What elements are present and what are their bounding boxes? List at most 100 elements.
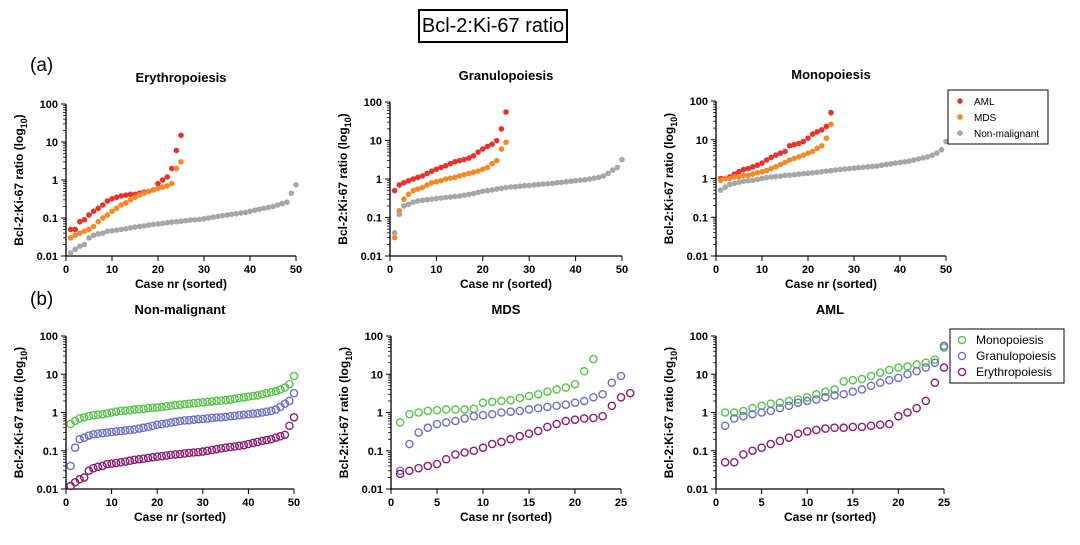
data-point (447, 175, 454, 181)
data-point (244, 409, 253, 419)
data-point (475, 168, 481, 174)
data-point (748, 409, 757, 419)
x-tick-label: 30 (848, 264, 860, 276)
data-point (515, 431, 525, 441)
data-point (451, 416, 460, 426)
data-point (67, 226, 74, 233)
data-point (740, 178, 747, 185)
legend-label: MDS (974, 113, 997, 124)
data-point (717, 187, 724, 193)
data-point (607, 401, 617, 411)
data-point (280, 399, 290, 408)
data-point (395, 418, 405, 427)
data-point (600, 173, 607, 179)
data-point (775, 436, 785, 446)
data-point (791, 171, 797, 178)
data-point (860, 164, 866, 171)
data-point (451, 450, 460, 459)
data-point (521, 182, 528, 189)
data-point (549, 180, 556, 187)
data-point (146, 188, 152, 195)
data-point (800, 138, 807, 145)
data-point (86, 235, 92, 241)
data-point (419, 197, 426, 204)
data-point (745, 165, 751, 172)
x-tick-label: 0 (713, 497, 719, 509)
data-point (198, 397, 208, 407)
data-point (405, 201, 412, 208)
data-point (79, 433, 89, 442)
data-point (478, 398, 488, 408)
data-point (828, 109, 834, 116)
data-point (851, 165, 857, 171)
data-point (793, 395, 803, 404)
data-point (921, 363, 931, 372)
data-point (878, 162, 885, 169)
data-point (410, 199, 417, 205)
data-point (729, 408, 739, 417)
data-point (526, 182, 532, 189)
data-point (98, 409, 107, 419)
series-granulopoiesis (720, 341, 949, 431)
data-point (288, 190, 295, 196)
data-point (415, 186, 421, 192)
x-tick-label: 40 (569, 264, 581, 276)
data-point (912, 403, 921, 413)
data-point (777, 161, 784, 168)
data-point (141, 190, 147, 196)
data-point (432, 419, 442, 429)
data-point (814, 169, 820, 176)
data-point (266, 406, 276, 416)
data-point (579, 414, 589, 423)
y-tick-label: 1 (377, 408, 383, 420)
data-point (239, 392, 249, 402)
data-point (442, 176, 449, 182)
data-point (892, 160, 899, 166)
x-tick-label: 30 (197, 497, 209, 509)
data-point (722, 184, 728, 190)
data-point (759, 160, 765, 166)
data-point (866, 381, 876, 391)
data-point (262, 388, 271, 398)
data-point (768, 174, 774, 180)
data-point (930, 355, 940, 365)
data-point (216, 396, 226, 405)
data-point (939, 341, 949, 351)
data-point (921, 358, 931, 368)
data-point (754, 170, 761, 176)
y-tick-label: 0.01 (687, 251, 708, 263)
data-point (70, 443, 80, 453)
data-point (77, 218, 83, 225)
legend-marker (957, 335, 967, 345)
data-point (125, 405, 135, 415)
data-point (740, 166, 747, 173)
data-point (130, 455, 139, 465)
y-tick-label: 10 (370, 136, 382, 148)
data-point (212, 396, 221, 406)
data-point (81, 216, 88, 223)
data-point (180, 449, 189, 458)
data-point (86, 226, 92, 233)
data-point (230, 442, 240, 451)
data-point (104, 228, 111, 234)
data-point (84, 411, 94, 421)
data-point (524, 391, 534, 401)
legend-1: AML MDS Non-malignant (947, 89, 1049, 145)
data-point (239, 440, 249, 450)
data-point (98, 461, 107, 471)
data-point (159, 177, 166, 183)
data-point (461, 171, 468, 178)
series-erythropoiesis (66, 412, 299, 491)
data-point (506, 395, 515, 405)
data-point (169, 165, 175, 172)
data-point (164, 183, 170, 189)
data-point (198, 447, 208, 456)
data-point (433, 195, 440, 202)
data-point (533, 426, 543, 436)
data-point (207, 397, 217, 406)
data-point (253, 391, 262, 400)
data-point (166, 418, 176, 427)
data-point (777, 150, 784, 156)
data-point (171, 400, 180, 410)
legend-entry: Erythropoiesis (957, 365, 1052, 379)
